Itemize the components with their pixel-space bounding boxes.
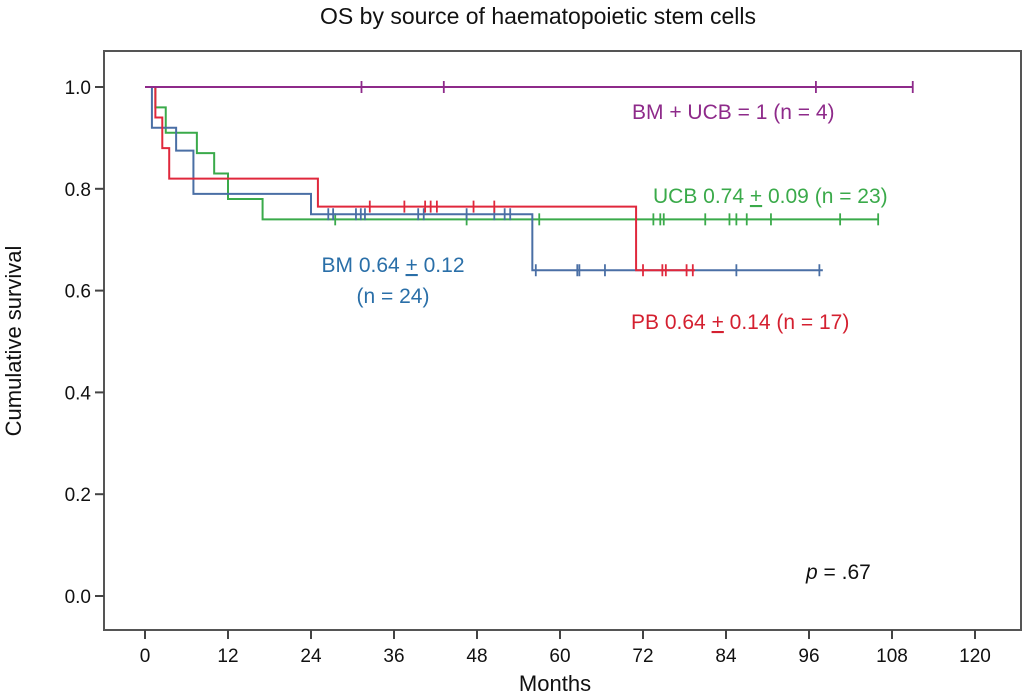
x-axis-label: Months: [519, 671, 591, 696]
x-tick-label: 24: [300, 646, 322, 667]
y-axis: 0.0 0.2 0.4 0.6 0.8 1.0: [65, 78, 104, 608]
label-ucb-part1: UCB 0.74: [653, 185, 750, 208]
y-axis-label: Cumulative survival: [1, 246, 26, 437]
p-symbol: p: [805, 561, 818, 584]
series-bm-ucb: [145, 81, 914, 93]
survival-curve-bm: [145, 86, 823, 272]
label-pb: PB 0.64 + 0.14 (n = 17): [631, 311, 849, 334]
label-bm-part2: 0.12: [418, 254, 465, 277]
y-tick-label: 0.8: [65, 180, 91, 201]
x-tick-label: 36: [383, 646, 404, 667]
x-tick-label: 60: [549, 646, 570, 667]
y-tick-label: 0.2: [65, 485, 91, 506]
label-bm-plusminus: +: [406, 254, 418, 277]
series-ucb: [145, 86, 880, 226]
label-bm-part1: BM 0.64: [321, 254, 405, 277]
label-ucb: UCB 0.74 + 0.09 (n = 23): [653, 185, 888, 208]
survival-curve-ucb: [145, 86, 879, 221]
x-axis: 0 12 24 36 48 60 72 84 96 108 120: [140, 630, 991, 667]
label-ucb-plusminus: +: [750, 185, 762, 208]
label-bm-n: (n = 24): [357, 285, 430, 308]
plot-frame: [103, 50, 1022, 631]
label-pb-part2: 0.14 (n = 17): [724, 311, 850, 334]
x-tick-label: 12: [217, 646, 238, 667]
x-tick-label: 120: [959, 646, 991, 667]
x-tick-label: 0: [140, 646, 151, 667]
p-value: = .67: [818, 561, 871, 584]
label-pb-part1: PB 0.64: [631, 311, 712, 334]
y-tick-label: 1.0: [65, 78, 91, 99]
p-value-annotation: p = .67: [805, 561, 871, 584]
series-pb: [145, 86, 695, 277]
y-tick-label: 0.4: [65, 383, 92, 404]
chart-title: OS by source of haematopoietic stem cell…: [320, 3, 756, 29]
survival-curve-pb: [145, 86, 695, 272]
x-tick-label: 108: [876, 646, 908, 667]
y-tick-label: 0.0: [65, 587, 91, 608]
x-tick-label: 96: [798, 646, 819, 667]
series-layer: [145, 81, 914, 277]
x-tick-label: 84: [715, 646, 737, 667]
series-bm: [145, 86, 823, 277]
x-tick-label: 72: [632, 646, 653, 667]
label-bm: BM 0.64 + 0.12: [321, 254, 464, 277]
label-ucb-part2: 0.09 (n = 23): [762, 185, 888, 208]
label-bm-ucb: BM + UCB = 1 (n = 4): [632, 101, 835, 124]
label-pb-plusminus: +: [712, 311, 724, 334]
y-tick-label: 0.6: [65, 282, 91, 303]
x-tick-label: 48: [466, 646, 487, 667]
